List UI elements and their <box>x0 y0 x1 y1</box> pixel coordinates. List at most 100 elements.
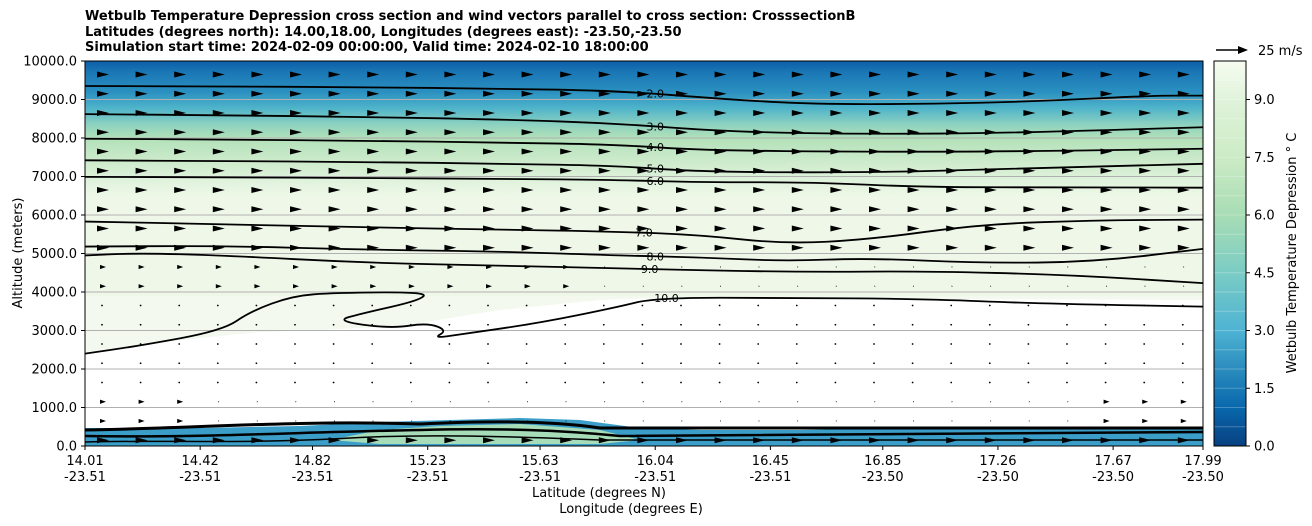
wind-vector <box>405 90 418 97</box>
wind-vector <box>1103 418 1110 424</box>
wind-vector <box>637 225 650 232</box>
y-tick-label: 5000.0 <box>32 247 78 262</box>
x-tick-label-lon: -23.50 <box>1182 470 1224 485</box>
wind-vector <box>988 304 991 307</box>
wind-vector <box>714 225 727 232</box>
wind-vector <box>255 343 258 345</box>
wind-vector <box>256 400 258 403</box>
wind-vector <box>560 109 573 116</box>
wind-vector <box>444 148 457 155</box>
wind-vector <box>560 148 573 155</box>
wind-vector <box>483 244 495 251</box>
wind-vector <box>370 264 377 270</box>
wind-vector <box>757 343 760 345</box>
wind-vector <box>830 186 843 193</box>
wind-vector <box>216 381 219 384</box>
wind-vector <box>328 109 341 116</box>
wind-vector <box>444 244 457 251</box>
wind-vector <box>602 304 605 307</box>
wind-vector <box>1177 244 1190 251</box>
wind-vector <box>97 206 109 213</box>
wind-vector <box>791 109 804 116</box>
wind-vector <box>293 264 299 270</box>
wind-vector <box>178 343 181 345</box>
wind-vector <box>332 362 335 365</box>
wind-vector <box>753 206 766 213</box>
wind-vector <box>483 109 495 116</box>
x-tick-label-lat: 15.23 <box>409 454 446 469</box>
wind-vector <box>174 206 187 213</box>
wind-vector <box>521 437 534 444</box>
wind-vector <box>483 148 495 155</box>
wind-vector <box>988 381 991 384</box>
wind-vector <box>1066 343 1068 345</box>
wind-vector <box>521 90 534 97</box>
wind-vector <box>483 129 495 136</box>
wind-vector <box>212 167 225 174</box>
wind-vector <box>718 362 721 365</box>
wind-vector <box>758 420 760 422</box>
wind-vector <box>215 264 222 270</box>
x-tick-label-lat: 15.63 <box>521 454 558 469</box>
wind-vector <box>642 285 644 288</box>
wind-vector <box>255 323 258 326</box>
colorbar-tick-label: 9.0 <box>1254 93 1275 108</box>
wind-vector <box>676 148 688 155</box>
wind-vector <box>907 71 920 78</box>
contour-labels: 2.0 3.0 4.0 5.06.0 7.0 8.09.0 10.0 <box>635 88 679 305</box>
wind-vector <box>913 400 915 403</box>
wind-vector <box>178 304 181 307</box>
wind-vector <box>641 381 644 384</box>
wind-vector <box>1143 343 1146 345</box>
wind-vector <box>680 343 682 345</box>
x-tick-label-lat: 16.45 <box>752 454 789 469</box>
wind-vector <box>525 381 528 384</box>
wind-vector <box>1177 109 1190 116</box>
wind-vector <box>251 186 264 193</box>
wind-vector <box>408 284 415 289</box>
wind-vector <box>907 244 920 251</box>
wind-vector <box>1062 244 1074 251</box>
wind-vector <box>676 71 688 78</box>
wind-vector <box>797 285 799 288</box>
wind-vector <box>101 304 103 307</box>
wind-vector <box>834 304 837 307</box>
wind-vector <box>1062 186 1074 193</box>
wind-vector <box>1100 225 1113 232</box>
wind-vector <box>332 343 335 345</box>
wind-vector <box>1181 343 1184 345</box>
wind-vector <box>367 206 380 213</box>
wind-vector <box>869 206 881 213</box>
wind-vector <box>100 418 106 424</box>
wind-vector <box>795 304 798 307</box>
wind-vector <box>1142 418 1149 424</box>
wind-vector <box>951 400 953 403</box>
wind-vector <box>255 304 258 307</box>
wind-vector <box>990 285 992 288</box>
wind-vector <box>216 343 219 345</box>
y-tick-label: 7000.0 <box>32 170 78 185</box>
wind-vector <box>830 206 843 213</box>
wind-vector <box>174 167 187 174</box>
wind-vector <box>604 285 606 288</box>
wind-vector <box>602 362 605 365</box>
wind-vector <box>1028 400 1030 403</box>
wind-vector <box>874 400 876 403</box>
wind-vector <box>720 420 722 422</box>
contour-label: 10.0 <box>654 292 679 305</box>
wind-vector <box>215 284 222 289</box>
wind-vector <box>1067 420 1069 422</box>
surface-contour-band-2 <box>85 428 1203 438</box>
wind-vector <box>409 343 412 345</box>
wind-vector <box>290 167 302 174</box>
wind-vector <box>951 285 953 288</box>
wind-vector <box>830 225 843 232</box>
wind-vector <box>331 264 338 270</box>
wind-vector <box>101 343 103 345</box>
wind-vector <box>680 362 682 365</box>
wind-vector <box>212 186 225 193</box>
wind-vector <box>405 109 418 116</box>
wind-vector <box>950 343 953 345</box>
wind-vector <box>680 323 682 326</box>
wind-vector <box>521 148 534 155</box>
